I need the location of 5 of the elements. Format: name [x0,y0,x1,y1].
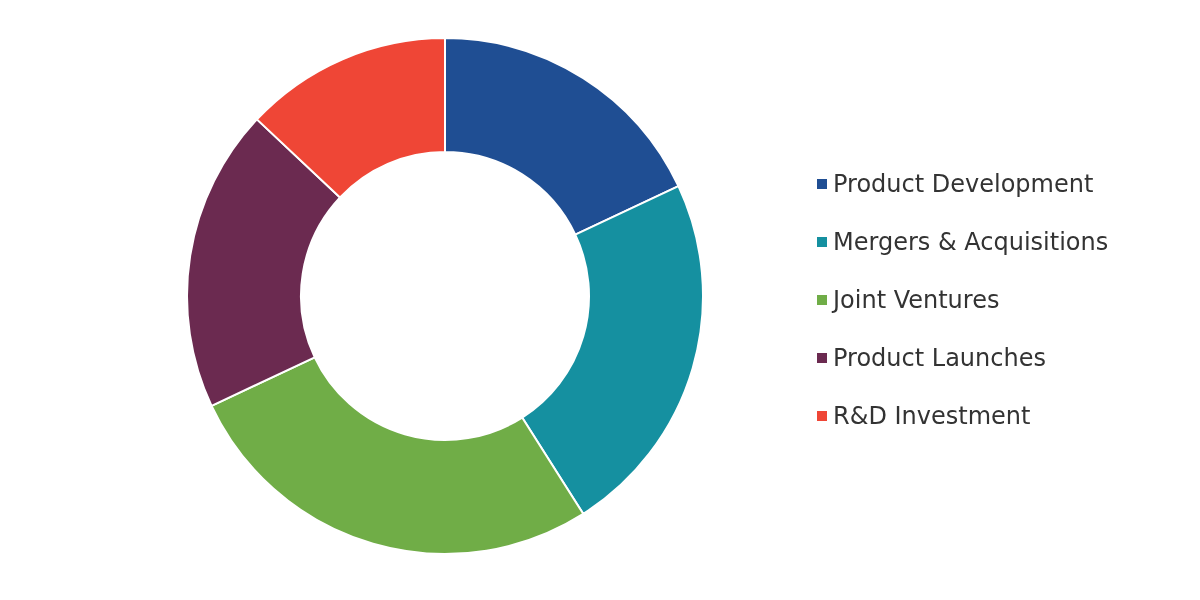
legend-label: Mergers & Acquisitions [833,228,1109,256]
legend-label: Product Development [833,170,1094,198]
legend-label: Product Launches [833,344,1046,372]
legend-label: R&D Investment [833,402,1031,430]
legend-label: Joint Ventures [831,286,1000,314]
